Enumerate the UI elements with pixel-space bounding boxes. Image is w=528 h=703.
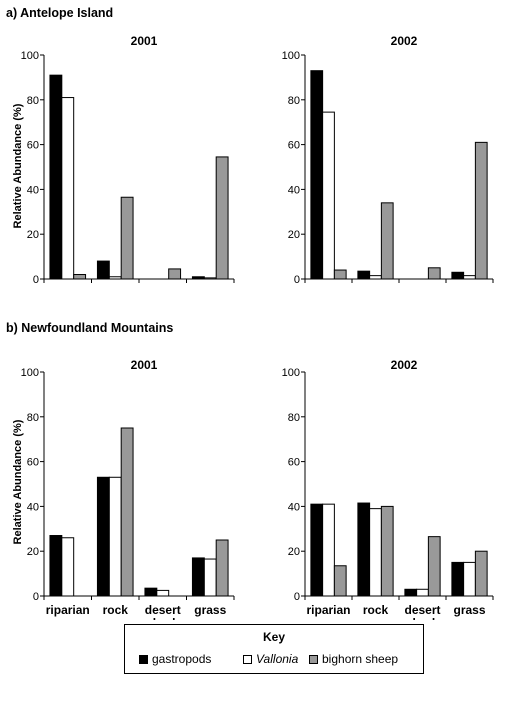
chart-4-bar-bighorn-sheep [380, 505, 394, 597]
chart-3-x-tick-label: grass [194, 603, 226, 617]
chart-1-bar-bighorn-sheep [215, 156, 229, 280]
chart-3-bar-gastropods [96, 476, 110, 597]
chart-3-x-tick-label: riparian [46, 603, 90, 617]
chart-4-y-tick-label: 60 [288, 457, 300, 469]
legend-label-bighorn-sheep: bighorn sheep [322, 652, 399, 666]
chart-2-bar-vallonia [369, 275, 382, 280]
chart-3-y-tick-label: 40 [27, 501, 39, 513]
chart-3-x-tick-label: desert [145, 603, 181, 617]
legend-title: Key [262, 630, 285, 644]
chart-2-y-tick-label: 40 [288, 184, 300, 196]
chart-2-bar-gastropods [357, 270, 371, 280]
chart-4-bar-bighorn-sheep [427, 536, 441, 597]
chart-4-y-tick-label: 20 [288, 546, 300, 558]
chart-3-y-tick-label: 20 [27, 546, 39, 558]
chart-4-x-tick-label: desert [404, 603, 440, 617]
chart-3-bar-vallonia [108, 476, 122, 597]
chart-4-bar-vallonia [322, 503, 335, 597]
chart-1-bar-vallonia [108, 276, 122, 280]
chart-3-bar-bighorn-sheep [215, 539, 229, 597]
chart-1-y-tick-label: 60 [27, 140, 39, 152]
chart-3-bar-vallonia [203, 558, 217, 597]
chart-3-x-tick-label: shrub [146, 616, 179, 620]
legend-swatch-vallonia [243, 655, 252, 664]
chart-1-y-tick-label: 20 [27, 229, 39, 241]
chart-2-y-tick-label: 60 [288, 140, 300, 152]
charts-area: 2001 0 20 40 60 80 100 2002 0 20 40 60 80 100 2001 0 20 4… [21, 34, 494, 620]
chart-1-bar-bighorn-sheep [168, 268, 182, 280]
chart-4-bar-gastropods [451, 561, 465, 597]
chart-4-x-tick-label: shrub [406, 616, 439, 620]
chart-4-x-tick-label: rock [363, 603, 389, 617]
chart-4-title: 2002 [391, 358, 418, 372]
chart-4-x-tick-label: riparian [306, 603, 350, 617]
chart-1-y-tick-label: 100 [21, 50, 39, 62]
chart-4-x-tick-label: grass [453, 603, 485, 617]
chart-4-bar-gastropods [357, 502, 371, 597]
legend-item-vallonia: Vallonia [243, 652, 298, 666]
chart-4-bar-gastropods [310, 503, 324, 597]
chart-2-bar-gastropods [310, 70, 324, 280]
chart-1-bar-bighorn-sheep [120, 196, 134, 280]
chart-4-y-tick-label: 40 [288, 501, 300, 513]
chart-3-bar-gastropods [49, 535, 63, 597]
legend-label-gastropods: gastropods [152, 652, 212, 666]
chart-4-bar-vallonia [369, 508, 382, 597]
chart-2-bar-bighorn-sheep [427, 267, 441, 280]
chart-4-y-tick-label: 0 [294, 591, 300, 603]
chart-1-y-tick-label: 80 [27, 95, 39, 107]
chart-2-bar-gastropods [451, 271, 465, 280]
legend-swatch-bighorn-sheep [309, 655, 318, 664]
chart-3-title: 2001 [131, 358, 158, 372]
chart-2-y-tick-label: 20 [288, 229, 300, 241]
chart-2-y-tick-label: 100 [282, 50, 300, 62]
chart-2-bar-vallonia [322, 111, 335, 280]
chart-1-bar-gastropods [49, 74, 63, 280]
chart-2-y-tick-label: 0 [294, 274, 300, 286]
legend-swatch-gastropods [139, 655, 148, 664]
chart-3-y-tick-label: 60 [27, 457, 39, 469]
chart-1-bar-vallonia [203, 277, 217, 280]
chart-3-bar-vallonia [61, 537, 75, 597]
chart-1-y-tick-label: 40 [27, 184, 39, 196]
chart-2-title: 2002 [391, 34, 418, 48]
chart-2-bar-bighorn-sheep [380, 202, 394, 280]
chart-1-y-tick-label: 0 [33, 274, 39, 286]
section-title-newfoundland-mountains: b) Newfoundland Mountains [6, 321, 174, 335]
chart-4-bar-vallonia [416, 588, 429, 597]
legend-item-gastropods: gastropods [139, 652, 211, 666]
chart-4-y-tick-label: 80 [288, 412, 300, 424]
chart-1-bar-bighorn-sheep [73, 274, 87, 280]
chart-1-bar-vallonia [61, 97, 75, 280]
chart-1-bar-gastropods [191, 276, 205, 280]
chart-3-bar-gastropods [191, 557, 205, 597]
chart-4-y-tick-label: 100 [282, 367, 300, 379]
section-title-antelope-island: a) Antelope Island [6, 6, 114, 20]
chart-3-y-tick-label: 80 [27, 412, 39, 424]
chart-3-bar-bighorn-sheep [120, 427, 134, 597]
chart-4-bar-bighorn-sheep [474, 550, 488, 597]
chart-2-y-tick-label: 80 [288, 95, 300, 107]
chart-2-bar-bighorn-sheep [333, 269, 347, 280]
chart-4-bar-vallonia [463, 561, 476, 597]
chart-3-y-tick-label: 100 [21, 367, 39, 379]
legend-item-bighorn-sheep: bighorn sheep [309, 652, 398, 666]
chart-3-y-tick-label: 0 [33, 591, 39, 603]
legend-label-vallonia: Vallonia [256, 652, 299, 666]
chart-1-title: 2001 [131, 34, 158, 48]
chart-4-bar-gastropods [404, 588, 418, 597]
chart-2-bar-bighorn-sheep [474, 141, 488, 280]
legend-key: Key gastropods Vallonia bighorn sheep [124, 624, 424, 674]
chart-3-bar-gastropods [144, 587, 158, 597]
chart-3-bar-vallonia [156, 589, 170, 597]
chart-3-x-tick-label: rock [103, 603, 129, 617]
chart-4-bar-bighorn-sheep [333, 565, 347, 597]
chart-1-bar-gastropods [96, 260, 110, 280]
chart-2-bar-vallonia [463, 275, 476, 280]
